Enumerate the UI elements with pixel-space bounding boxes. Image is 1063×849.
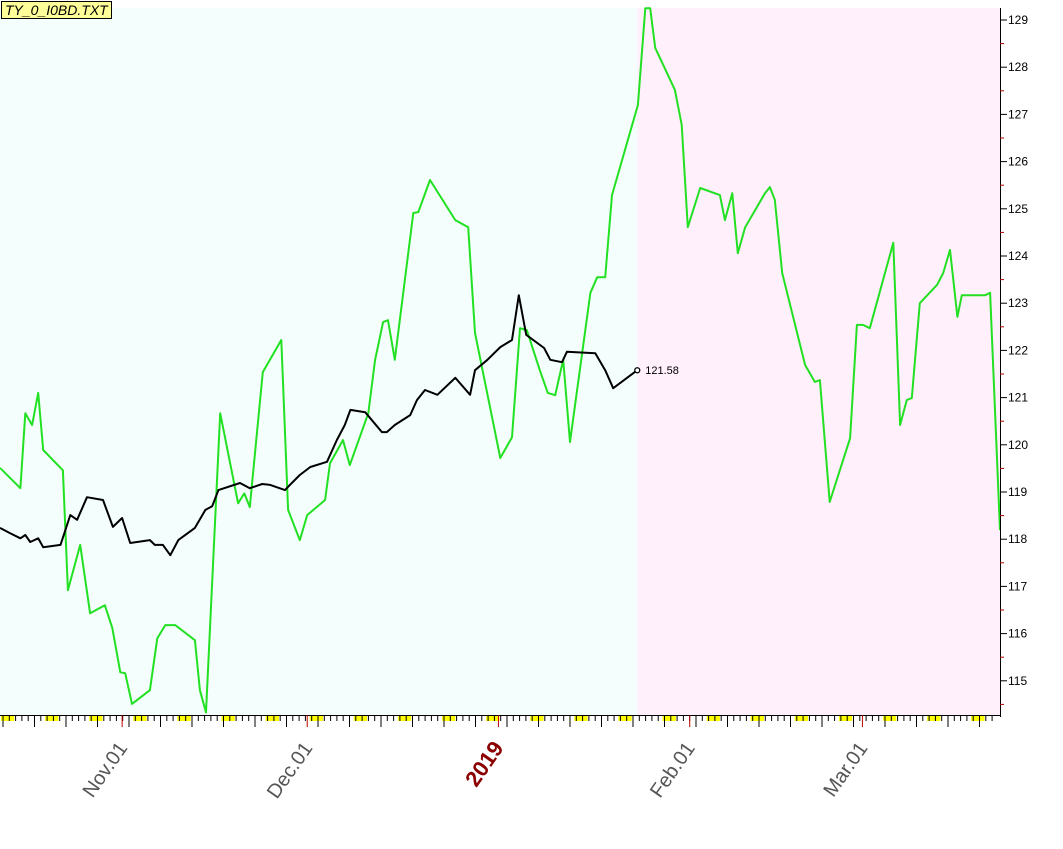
weekend-marker [750, 716, 758, 721]
y-tick-label: 127 [1008, 107, 1028, 121]
weekend-marker [492, 716, 500, 721]
weekend-marker [227, 716, 235, 721]
weekend-marker [536, 716, 544, 721]
weekend-marker [580, 716, 588, 721]
y-tick-label: 124 [1008, 249, 1028, 263]
last-value-label: 121.58 [645, 365, 679, 377]
weekend-marker [889, 716, 897, 721]
y-tick-label: 118 [1008, 532, 1027, 546]
y-tick-label: 126 [1008, 155, 1028, 169]
weekend-marker [883, 716, 890, 721]
weekend-marker [442, 716, 449, 721]
weekend-marker [927, 716, 935, 721]
weekend-marker [183, 716, 191, 721]
weekend-marker [309, 716, 317, 721]
shaded-region-0 [0, 8, 638, 715]
weekend-marker [1, 716, 8, 721]
weekend-marker [316, 716, 323, 721]
y-tick-label: 116 [1008, 627, 1027, 641]
weekend-marker [574, 716, 582, 721]
x-tick-label: Nov.01 [79, 738, 133, 801]
weekend-marker [353, 716, 361, 721]
weekend-marker [397, 716, 405, 721]
last-value-marker [634, 367, 641, 374]
x-tick-label: Feb.01 [646, 738, 700, 802]
y-tick-label: 129 [1008, 13, 1028, 27]
weekend-marker [177, 716, 185, 721]
chart-title: TY_0_I0BD.TXT [1, 1, 112, 19]
weekend-marker [971, 716, 979, 721]
weekend-marker [360, 716, 368, 721]
weekend-marker [838, 716, 846, 721]
y-tick-label: 125 [1008, 202, 1028, 216]
weekend-marker [404, 716, 412, 721]
y-tick-label: 121 [1008, 391, 1028, 405]
weekend-marker [706, 716, 714, 721]
black-series-line [0, 294, 638, 557]
y-tick-label: 128 [1008, 60, 1028, 74]
weekend-marker [845, 716, 853, 721]
weekend-marker [221, 716, 229, 721]
y-tick-label: 119 [1008, 485, 1027, 499]
weekend-marker [794, 716, 802, 721]
weekend-marker [801, 716, 809, 721]
x-tick-label: 2019 [460, 737, 509, 791]
weekend-marker [757, 716, 764, 721]
y-tick-label: 115 [1008, 674, 1027, 688]
weekend-marker [45, 716, 53, 721]
y-tick-label: 117 [1008, 579, 1027, 593]
weekend-marker [51, 716, 59, 721]
weekend-marker [530, 716, 538, 721]
weekend-marker [133, 716, 141, 721]
weekend-marker [271, 716, 279, 721]
y-tick-label: 122 [1008, 343, 1028, 357]
weekend-marker [933, 716, 941, 721]
weekend-marker [712, 716, 720, 721]
weekend-marker [139, 716, 147, 721]
weekend-marker [265, 716, 273, 721]
weekend-marker [662, 716, 670, 721]
weekend-marker [624, 716, 632, 721]
y-tick-label: 120 [1008, 438, 1028, 452]
weekend-marker [89, 716, 97, 721]
x-tick-label: Mar.01 [819, 738, 872, 801]
weekend-marker [486, 716, 494, 721]
weekend-marker [95, 716, 103, 721]
shaded-region-1 [637, 8, 1000, 715]
weekend-marker [977, 716, 985, 721]
y-tick-label: 123 [1008, 296, 1028, 310]
weekend-marker [448, 716, 456, 721]
weekend-marker [7, 716, 15, 721]
weekend-marker [618, 716, 626, 721]
weekend-marker [668, 716, 676, 721]
x-tick-label: Dec.01 [263, 738, 317, 803]
green-series-line [0, 7, 1001, 714]
